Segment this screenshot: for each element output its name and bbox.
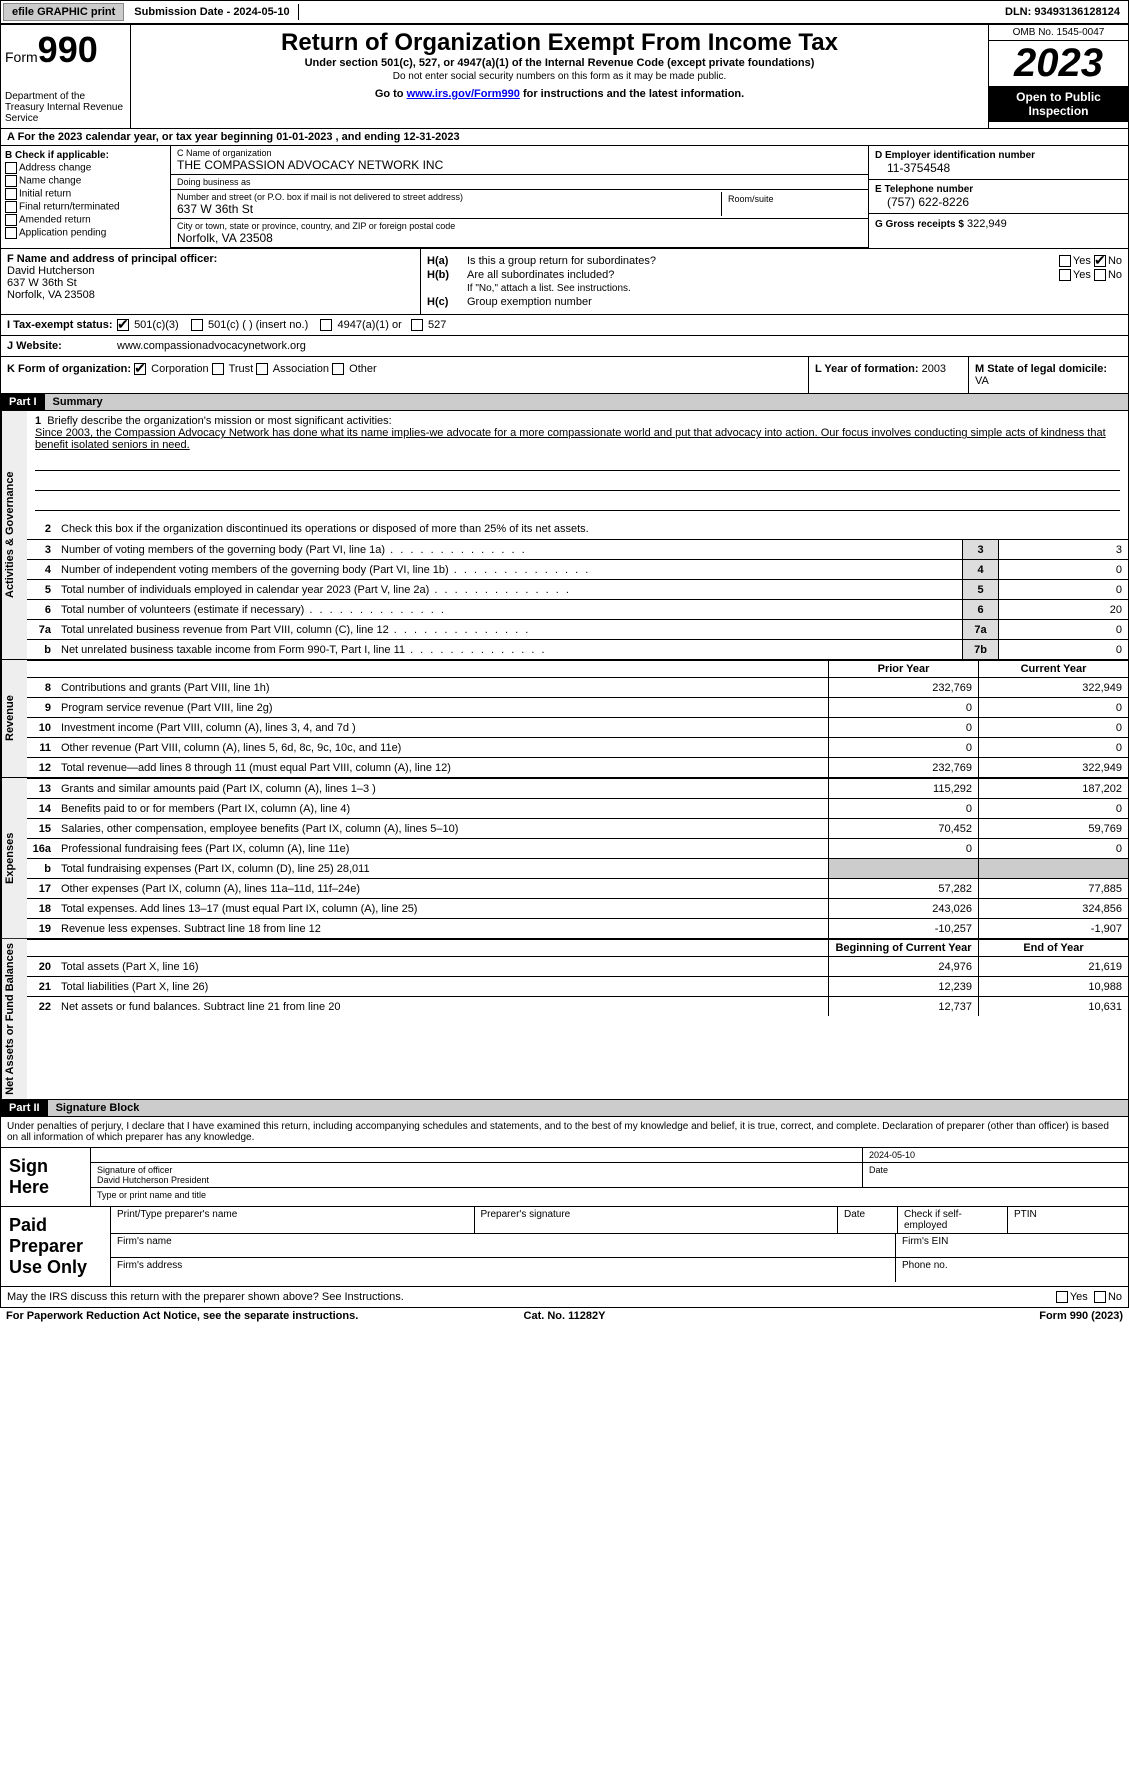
check-initial-return[interactable]: Initial return — [5, 188, 166, 200]
year-formation: 2003 — [922, 363, 946, 375]
tax-period: A For the 2023 calendar year, or tax yea… — [0, 129, 1129, 146]
exp-line-14: 14Benefits paid to or for members (Part … — [27, 798, 1128, 818]
exp-line-13: 13Grants and similar amounts paid (Part … — [27, 778, 1128, 798]
check-501c3[interactable] — [117, 319, 129, 331]
state-domicile: VA — [975, 375, 989, 387]
street-address: 637 W 36th St — [177, 202, 721, 216]
mission-text: Since 2003, the Compassion Advocacy Netw… — [35, 427, 1120, 451]
goto-line: Go to www.irs.gov/Form990 for instructio… — [135, 88, 984, 100]
telephone: (757) 622-8226 — [875, 195, 1122, 209]
check-trust[interactable] — [212, 363, 224, 375]
check-4947[interactable] — [320, 319, 332, 331]
check-address-change[interactable]: Address change — [5, 162, 166, 174]
check-other[interactable] — [332, 363, 344, 375]
net-line-20: 20Total assets (Part X, line 16)24,97621… — [27, 956, 1128, 976]
section-governance: Activities & Governance 1 Briefly descri… — [0, 411, 1129, 660]
website: www.compassionadvocacynetwork.org — [117, 340, 306, 352]
hb-no-check[interactable] — [1094, 269, 1106, 281]
check-501c[interactable] — [191, 319, 203, 331]
exp-line-16a: 16aProfessional fundraising fees (Part I… — [27, 838, 1128, 858]
gov-line-6: 6Total number of volunteers (estimate if… — [27, 599, 1128, 619]
ein: 11-3754548 — [875, 161, 1122, 175]
check-association[interactable] — [256, 363, 268, 375]
exp-line-17: 17Other expenses (Part IX, column (A), l… — [27, 878, 1128, 898]
net-line-22: 22Net assets or fund balances. Subtract … — [27, 996, 1128, 1016]
vtab-governance: Activities & Governance — [1, 411, 27, 659]
irs-link[interactable]: www.irs.gov/Form990 — [407, 88, 520, 100]
rev-line-11: 11Other revenue (Part VIII, column (A), … — [27, 737, 1128, 757]
discuss-yes-check[interactable] — [1056, 1291, 1068, 1303]
ha-yes-check[interactable] — [1059, 255, 1071, 267]
section-expenses: Expenses 13Grants and similar amounts pa… — [0, 778, 1129, 939]
section-fh: F Name and address of principal officer:… — [0, 249, 1129, 315]
rev-line-12: 12Total revenue—add lines 8 through 11 (… — [27, 757, 1128, 777]
open-to-public: Open to Public Inspection — [989, 86, 1128, 122]
ssn-warning: Do not enter social security numbers on … — [135, 71, 984, 82]
section-netassets: Net Assets or Fund Balances Beginning of… — [0, 939, 1129, 1100]
vtab-revenue: Revenue — [1, 660, 27, 777]
check-application-pending[interactable]: Application pending — [5, 227, 166, 239]
net-line-21: 21Total liabilities (Part X, line 26)12,… — [27, 976, 1128, 996]
exp-line-18: 18Total expenses. Add lines 13–17 (must … — [27, 898, 1128, 918]
officer-name: David Hutcherson — [7, 265, 414, 277]
form-title: Return of Organization Exempt From Incom… — [135, 29, 984, 57]
gov-line-4: 4Number of independent voting members of… — [27, 559, 1128, 579]
exp-line-15: 15Salaries, other compensation, employee… — [27, 818, 1128, 838]
form-header: Form990 Department of the Treasury Inter… — [0, 24, 1129, 129]
gov-line-3: 3Number of voting members of the governi… — [27, 539, 1128, 559]
vtab-expenses: Expenses — [1, 778, 27, 938]
gov-line-b: bNet unrelated business taxable income f… — [27, 639, 1128, 659]
efile-print-button[interactable]: efile GRAPHIC print — [3, 3, 124, 21]
hb-yes-check[interactable] — [1059, 269, 1071, 281]
part1-header: Part I Summary — [0, 394, 1129, 411]
check-final-return[interactable]: Final return/terminated — [5, 201, 166, 213]
exp-line-19: 19Revenue less expenses. Subtract line 1… — [27, 918, 1128, 938]
sig-date: 2024-05-10 — [869, 1150, 915, 1160]
gross-receipts: 322,949 — [967, 218, 1007, 230]
paid-preparer-block: Paid Preparer Use Only Print/Type prepar… — [0, 1207, 1129, 1287]
officer-signature: David Hutcherson President — [97, 1175, 209, 1185]
submission-date: Submission Date - 2024-05-10 — [126, 4, 298, 20]
org-name: THE COMPASSION ADVOCACY NETWORK INC — [177, 158, 862, 172]
check-527[interactable] — [411, 319, 423, 331]
check-amended-return[interactable]: Amended return — [5, 214, 166, 226]
section-klm: K Form of organization: Corporation Trus… — [0, 357, 1129, 394]
officer-addr2: Norfolk, VA 23508 — [7, 289, 414, 301]
section-revenue: Revenue Prior YearCurrent Year 8Contribu… — [0, 660, 1129, 778]
section-h: H(a) Is this a group return for subordin… — [421, 249, 1128, 314]
gov-line-5: 5Total number of individuals employed in… — [27, 579, 1128, 599]
officer-addr1: 637 W 36th St — [7, 277, 414, 289]
rev-line-10: 10Investment income (Part VIII, column (… — [27, 717, 1128, 737]
check-corporation[interactable] — [134, 363, 146, 375]
section-f: F Name and address of principal officer:… — [1, 249, 421, 314]
form-number: Form990 — [5, 29, 126, 71]
ha-no-check[interactable] — [1094, 255, 1106, 267]
section-d: D Employer identification number 11-3754… — [868, 146, 1128, 248]
section-c: C Name of organization THE COMPASSION AD… — [171, 146, 868, 248]
tax-year: 2023 — [989, 41, 1128, 86]
section-j: J Website: www.compassionadvocacynetwork… — [0, 336, 1129, 357]
page-footer: For Paperwork Reduction Act Notice, see … — [0, 1308, 1129, 1324]
part2-header: Part II Signature Block — [0, 1100, 1129, 1117]
gov-line-7a: 7aTotal unrelated business revenue from … — [27, 619, 1128, 639]
form-subtitle: Under section 501(c), 527, or 4947(a)(1)… — [135, 57, 984, 69]
discuss-no-check[interactable] — [1094, 1291, 1106, 1303]
check-name-change[interactable]: Name change — [5, 175, 166, 187]
discuss-preparer: May the IRS discuss this return with the… — [0, 1287, 1129, 1308]
topbar: efile GRAPHIC print Submission Date - 20… — [0, 0, 1129, 24]
perjury-declaration: Under penalties of perjury, I declare th… — [0, 1117, 1129, 1148]
rev-line-8: 8Contributions and grants (Part VIII, li… — [27, 677, 1128, 697]
section-i: I Tax-exempt status: 501(c)(3) 501(c) ( … — [0, 315, 1129, 336]
exp-line-b: bTotal fundraising expenses (Part IX, co… — [27, 858, 1128, 878]
city-state-zip: Norfolk, VA 23508 — [177, 231, 862, 245]
section-b: B Check if applicable: Address change Na… — [1, 146, 171, 248]
dln: DLN: 93493136128124 — [997, 4, 1128, 20]
dept-treasury: Department of the Treasury Internal Reve… — [5, 91, 126, 124]
rev-line-9: 9Program service revenue (Part VIII, lin… — [27, 697, 1128, 717]
omb-number: OMB No. 1545-0047 — [989, 25, 1128, 41]
sign-here-block: Sign Here 2024-05-10 Signature of office… — [0, 1148, 1129, 1207]
vtab-netassets: Net Assets or Fund Balances — [1, 939, 27, 1099]
section-bcd: B Check if applicable: Address change Na… — [0, 146, 1129, 249]
